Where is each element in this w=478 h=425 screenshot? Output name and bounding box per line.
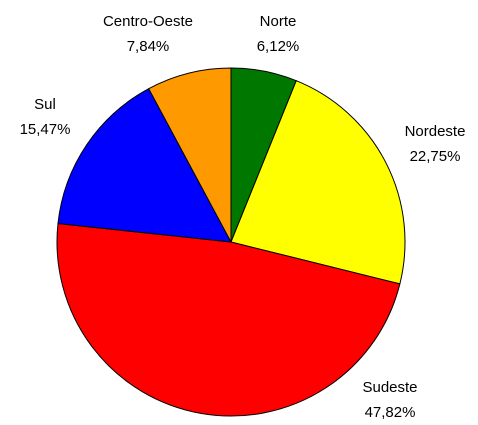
slice-value-label: 7,84%: [127, 38, 170, 55]
pie-slice: [56, 223, 401, 417]
slice-value-label: 15,47%: [20, 121, 71, 138]
slice-name: Norte: [260, 13, 297, 30]
pie-slice: [148, 67, 232, 243]
slice-value-label: 47,82%: [365, 404, 416, 421]
slice-value-label: 6,12%: [257, 38, 300, 55]
slice-name: Sudeste: [362, 379, 417, 396]
pie-slice: [230, 80, 406, 285]
slice-name: Centro-Oeste: [103, 13, 193, 30]
slice-value-label: 22,75%: [410, 148, 461, 165]
slice-name: Sul: [34, 96, 56, 113]
slice-name: Nordeste: [405, 123, 466, 140]
pie-slice: [57, 88, 232, 243]
